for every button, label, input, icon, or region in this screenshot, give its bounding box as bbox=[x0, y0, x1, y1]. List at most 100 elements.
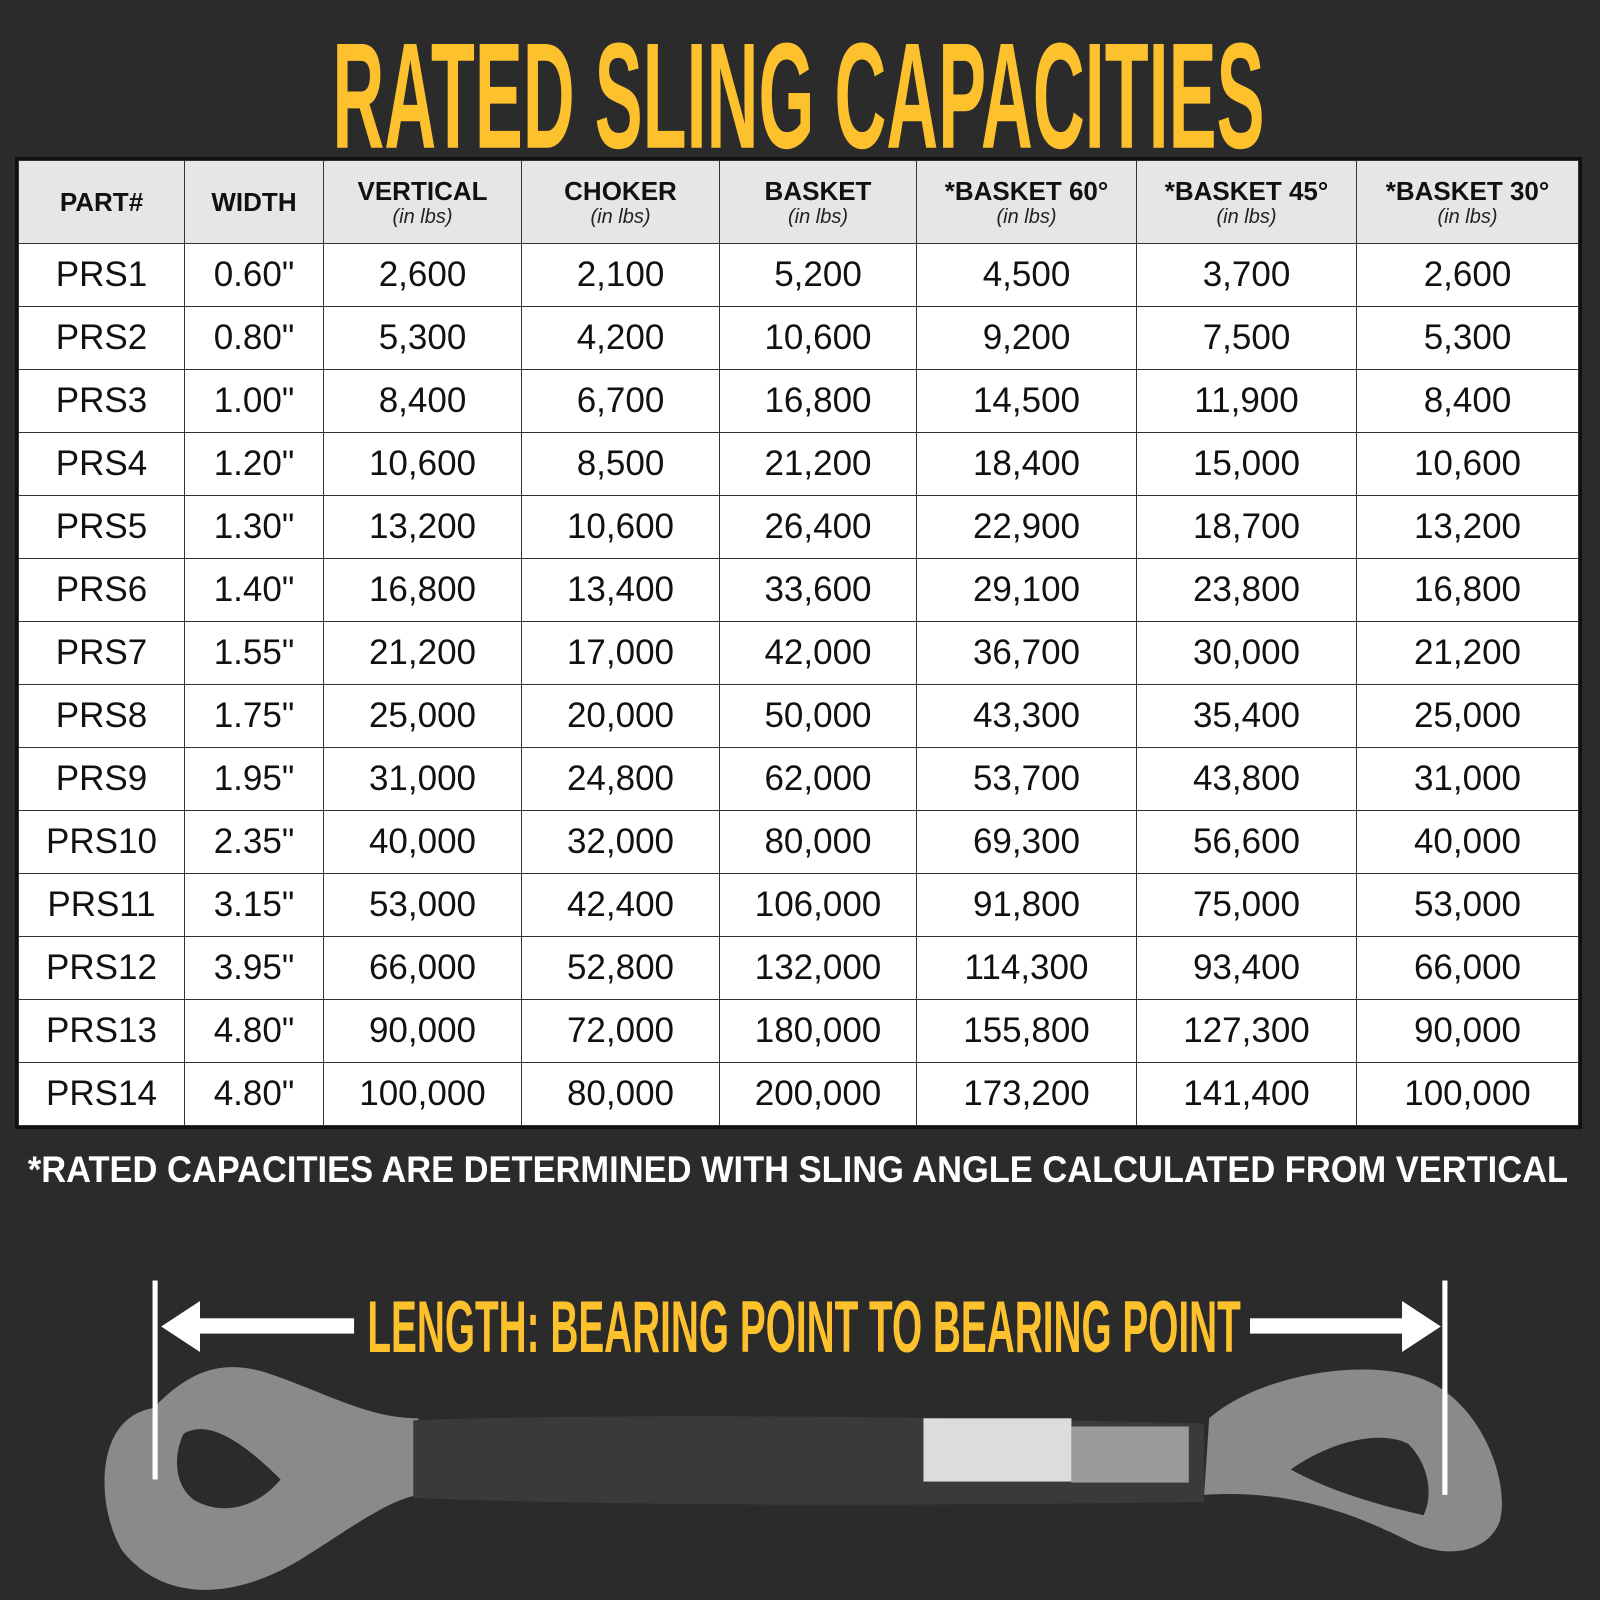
column-header-label: WIDTH bbox=[211, 186, 297, 217]
table-cell: 14,500 bbox=[916, 369, 1137, 433]
table-cell: 1.75" bbox=[184, 684, 324, 748]
table-cell: 10,600 bbox=[719, 306, 917, 370]
table-cell: PRS2 bbox=[18, 306, 185, 370]
column-header-label: BASKET bbox=[764, 175, 872, 206]
table-cell: 2,600 bbox=[1356, 243, 1579, 307]
table-row: PRS8 1.75" 25,000 20,000 50,000 43,300 35,400 2… bbox=[18, 684, 1579, 748]
table-cell: 30,000 bbox=[1136, 621, 1357, 685]
footnote: *RATED CAPACITIES ARE DETERMINED WITH SL… bbox=[28, 1149, 1568, 1190]
table-cell: 10,600 bbox=[323, 432, 522, 496]
table-cell: 52,800 bbox=[521, 936, 720, 1000]
table-cell: PRS12 bbox=[18, 936, 185, 1000]
table-cell: 69,300 bbox=[916, 810, 1137, 874]
table-row: PRS11 3.15" 53,000 42,400 106,000 91,800 75,00… bbox=[18, 873, 1579, 937]
table-cell: 25,000 bbox=[1356, 684, 1579, 748]
table-cell: 53,000 bbox=[1356, 873, 1579, 937]
table-cell: 1.20" bbox=[184, 432, 324, 496]
table-header-row: PART# WIDTH VERTICAL (in lbs) CHOKER (in lbs)… bbox=[18, 160, 1579, 244]
table-row: PRS2 0.80" 5,300 4,200 10,600 9,200 7,500 5,300 bbox=[18, 306, 1579, 370]
table-cell: 18,400 bbox=[916, 432, 1137, 496]
table-cell: 15,000 bbox=[1136, 432, 1357, 496]
table-cell: 31,000 bbox=[1356, 747, 1579, 811]
table-cell: 132,000 bbox=[719, 936, 917, 1000]
table-cell: 1.40" bbox=[184, 558, 324, 622]
table-cell: 0.80" bbox=[184, 306, 324, 370]
table-row: PRS5 1.30" 13,200 10,600 26,400 22,900 18,700 1… bbox=[18, 495, 1579, 559]
table-cell: PRS5 bbox=[18, 495, 185, 559]
table-cell: PRS10 bbox=[18, 810, 185, 874]
table-cell: PRS7 bbox=[18, 621, 185, 685]
table-cell: 75,000 bbox=[1136, 873, 1357, 937]
table-cell: 4.80" bbox=[184, 1062, 324, 1126]
table-cell: 10,600 bbox=[521, 495, 720, 559]
column-header-unit: (in lbs) bbox=[392, 205, 453, 228]
table-cell: 35,400 bbox=[1136, 684, 1357, 748]
table-cell: 42,000 bbox=[719, 621, 917, 685]
column-header: BASKET (in lbs) bbox=[719, 160, 917, 244]
table-cell: 16,800 bbox=[1356, 558, 1579, 622]
table-cell: 50,000 bbox=[719, 684, 917, 748]
table-cell: 200,000 bbox=[719, 1062, 917, 1126]
table-cell: 100,000 bbox=[323, 1062, 522, 1126]
table-cell: 13,200 bbox=[323, 495, 522, 559]
table-cell: 90,000 bbox=[323, 999, 522, 1063]
table-cell: 4,200 bbox=[521, 306, 720, 370]
table-cell: 1.95" bbox=[184, 747, 324, 811]
table-cell: PRS9 bbox=[18, 747, 185, 811]
table-cell: 180,000 bbox=[719, 999, 917, 1063]
table-cell: 3.95" bbox=[184, 936, 324, 1000]
table-cell: 66,000 bbox=[323, 936, 522, 1000]
table-cell: 21,200 bbox=[1356, 621, 1579, 685]
table-cell: 11,900 bbox=[1136, 369, 1357, 433]
column-header-unit: (in lbs) bbox=[1216, 205, 1277, 228]
table-cell: 36,700 bbox=[916, 621, 1137, 685]
table-cell: 21,200 bbox=[719, 432, 917, 496]
table-cell: PRS6 bbox=[18, 558, 185, 622]
table-cell: 40,000 bbox=[323, 810, 522, 874]
table-cell: PRS8 bbox=[18, 684, 185, 748]
table-cell: 91,800 bbox=[916, 873, 1137, 937]
page-title-svg: RATED SLING CAPACITIES bbox=[332, 12, 1264, 163]
table-cell: 29,100 bbox=[916, 558, 1137, 622]
table-row: PRS13 4.80" 90,000 72,000 180,000 155,800 127,… bbox=[18, 999, 1579, 1063]
table-cell: 127,300 bbox=[1136, 999, 1357, 1063]
table-row: PRS3 1.00" 8,400 6,700 16,800 14,500 11,900 8,4… bbox=[18, 369, 1579, 433]
sling-image bbox=[104, 1367, 1502, 1590]
column-header-unit: (in lbs) bbox=[590, 205, 651, 228]
table-cell: PRS13 bbox=[18, 999, 185, 1063]
page-title: RATED SLING CAPACITIES bbox=[332, 12, 1264, 163]
table-cell: 16,800 bbox=[719, 369, 917, 433]
column-header: *BASKET 30° (in lbs) bbox=[1356, 160, 1579, 244]
table-cell: 8,500 bbox=[521, 432, 720, 496]
table-cell: 2,100 bbox=[521, 243, 720, 307]
table-cell: 24,800 bbox=[521, 747, 720, 811]
column-header-label: *BASKET 60° bbox=[944, 175, 1109, 206]
table-cell: 56,600 bbox=[1136, 810, 1357, 874]
table-cell: 5,300 bbox=[1356, 306, 1579, 370]
table-cell: 141,400 bbox=[1136, 1062, 1357, 1126]
column-header-unit: (in lbs) bbox=[996, 205, 1057, 228]
table-row: PRS10 2.35" 40,000 32,000 80,000 69,300 56,600… bbox=[18, 810, 1579, 874]
column-header: CHOKER (in lbs) bbox=[521, 160, 720, 244]
table-cell: 2.35" bbox=[184, 810, 324, 874]
table-cell: 4,500 bbox=[916, 243, 1137, 307]
table-cell: 16,800 bbox=[323, 558, 522, 622]
table-row: PRS7 1.55" 21,200 17,000 42,000 36,700 30,000 2… bbox=[18, 621, 1579, 685]
table-cell: 8,400 bbox=[323, 369, 522, 433]
column-header-label: *BASKET 30° bbox=[1385, 175, 1550, 206]
table-cell: 33,600 bbox=[719, 558, 917, 622]
table-cell: 90,000 bbox=[1356, 999, 1579, 1063]
table-cell: PRS4 bbox=[18, 432, 185, 496]
left-arrow-icon bbox=[161, 1300, 355, 1352]
table-row: PRS4 1.20" 10,600 8,500 21,200 18,400 15,000 10… bbox=[18, 432, 1579, 496]
table-cell: 23,800 bbox=[1136, 558, 1357, 622]
length-label: LENGTH: BEARING POINT TO BEARING POINT bbox=[367, 1285, 1241, 1368]
column-header-unit: (in lbs) bbox=[787, 205, 848, 228]
column-header: PART# bbox=[18, 160, 185, 244]
column-header-label: VERTICAL bbox=[357, 175, 488, 206]
sling-diagram: LENGTH: BEARING POINT TO BEARING POINT bbox=[104, 1280, 1502, 1590]
column-header-label: PART# bbox=[59, 186, 144, 217]
table-cell: 31,000 bbox=[323, 747, 522, 811]
table-cell: 62,000 bbox=[719, 747, 917, 811]
